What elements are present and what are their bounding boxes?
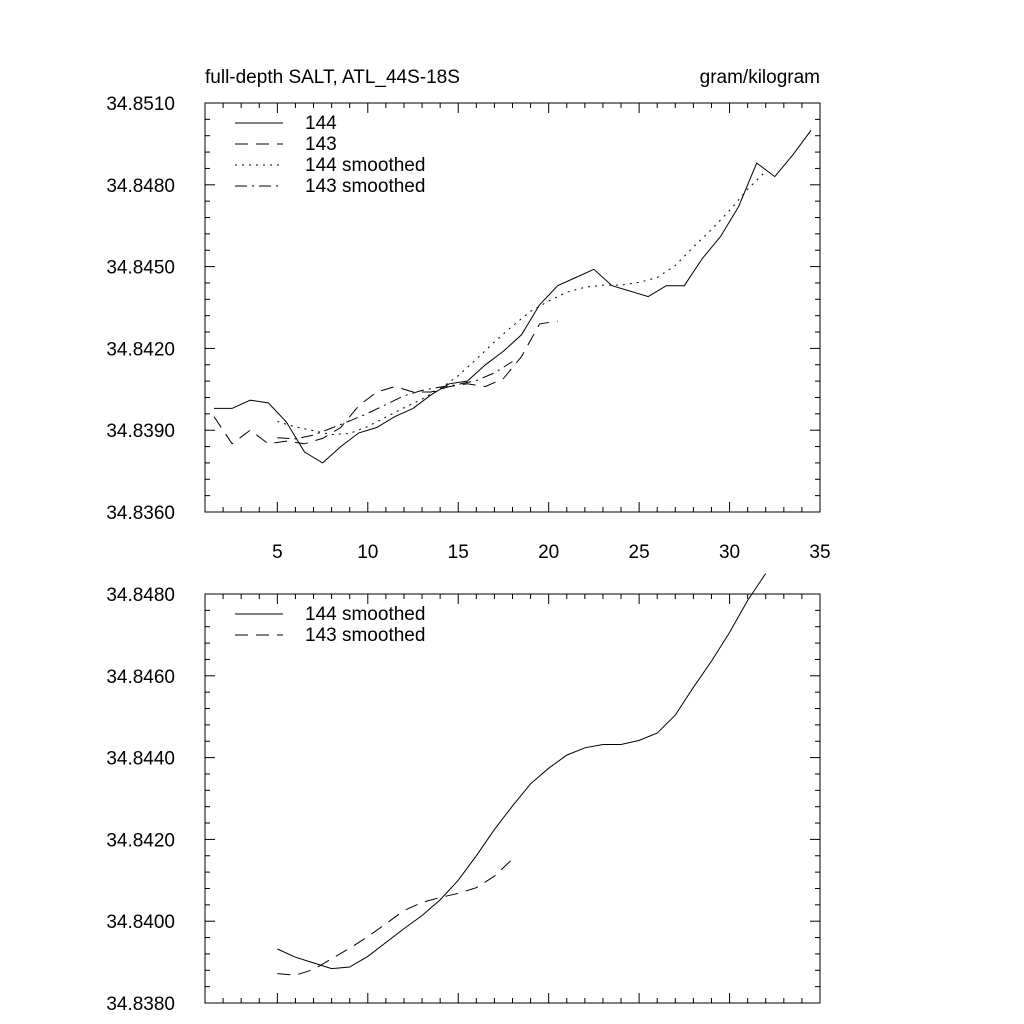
y-tick-label: 34.8360 bbox=[106, 503, 175, 524]
y-tick-label: 34.8480 bbox=[106, 585, 175, 606]
legend-label: 143 bbox=[305, 134, 337, 155]
bottom-panel: 34.8380 34.8400 34.8420 34.8440 34.8460 34.84… bbox=[106, 573, 821, 1015]
legend-label: 144 smoothed bbox=[305, 155, 425, 176]
series-line bbox=[277, 858, 513, 976]
series-line bbox=[277, 573, 767, 970]
y-tick-label: 34.8390 bbox=[106, 421, 175, 442]
y-tick-label: 34.8460 bbox=[106, 667, 175, 688]
series-line bbox=[277, 170, 767, 436]
legend-label: 143 smoothed bbox=[305, 176, 425, 197]
legend-label: 144 bbox=[305, 113, 337, 134]
series-line bbox=[277, 361, 513, 440]
x-tick-label: 35 bbox=[809, 542, 830, 563]
chart-units: gram/kilogram bbox=[700, 67, 820, 88]
x-tick-label: 5 bbox=[272, 542, 283, 563]
y-tick-label: 34.8420 bbox=[106, 339, 175, 360]
x-tick-label: 20 bbox=[538, 542, 559, 563]
y-tick-label: 34.8380 bbox=[106, 994, 175, 1015]
y-tick-label: 34.8450 bbox=[106, 258, 175, 279]
series-line bbox=[213, 320, 558, 445]
chart-title: full-depth SALT, ATL_44S-18S bbox=[205, 67, 460, 88]
y-tick-label: 34.8480 bbox=[106, 176, 175, 197]
x-tick-label: 25 bbox=[629, 542, 650, 563]
y-tick-label: 34.8440 bbox=[106, 749, 175, 770]
legend-label: 144 smoothed bbox=[305, 604, 425, 625]
y-tick-label: 34.8400 bbox=[106, 912, 175, 933]
legend-label: 143 smoothed bbox=[305, 625, 425, 646]
series-line bbox=[214, 130, 812, 464]
plot-frame bbox=[204, 593, 821, 1004]
y-tick-label: 34.8420 bbox=[106, 830, 175, 851]
top-panel: 5 10 15 20 25 30 35 34.8360 34.8390 34.8420 34.845… bbox=[106, 94, 830, 563]
plot-frame bbox=[204, 102, 821, 513]
x-tick-label: 15 bbox=[448, 542, 469, 563]
y-tick-label: 34.8510 bbox=[106, 94, 175, 115]
x-tick-label: 10 bbox=[357, 542, 378, 563]
x-tick-label: 30 bbox=[719, 542, 740, 563]
